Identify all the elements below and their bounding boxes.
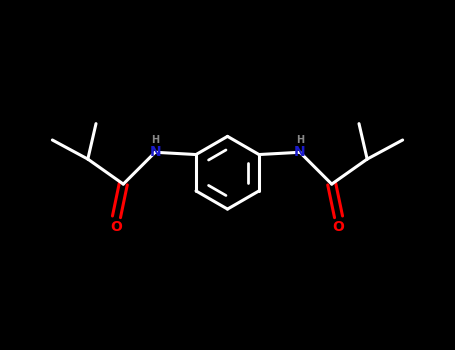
Text: O: O [333,220,344,234]
Text: O: O [111,220,122,234]
Text: N: N [149,145,161,159]
Text: H: H [296,134,304,145]
Text: H: H [151,134,159,145]
Text: N: N [294,145,306,159]
